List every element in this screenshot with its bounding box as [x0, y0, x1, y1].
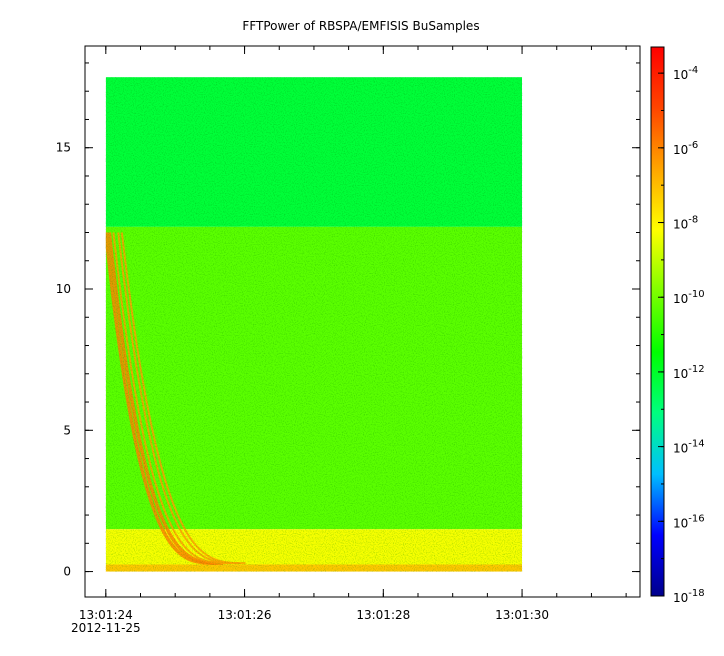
colorbar-tick-label: 10-16: [673, 513, 705, 530]
x-tick-label: 13:01:26: [218, 608, 272, 622]
x-tick-label: 13:01:24: [79, 608, 133, 622]
plot-frame: [84, 45, 641, 598]
colorbar: 10-4 10-6 10-8 10-10 10-12 10-14 10-16 10-18: [650, 46, 705, 605]
x-tick-label: 13:01:30: [495, 608, 549, 622]
colorbar-axis: 10-4 10-6 10-8 10-10 10-12 10-14 10-16 10-18: [658, 65, 705, 605]
colorbar-tick-label: 10-14: [673, 439, 705, 456]
plot-area: [84, 45, 641, 598]
colorbar-tick-label: 10-4: [673, 65, 698, 82]
colorbar-tick-label: 10-12: [673, 364, 705, 381]
colorbar-tick-label: 10-8: [673, 215, 698, 232]
colorbar-tick-label: 10-6: [673, 140, 698, 157]
colorbar-tick-label: 10-18: [673, 588, 705, 605]
colorbar-tick-label: 10-10: [673, 289, 705, 306]
x-tick-label: 13:01:28: [356, 608, 410, 622]
heatmap-noise-texture: [105, 77, 523, 572]
y-tick-label: 0: [63, 565, 71, 579]
y-tick-label: 15: [56, 141, 71, 155]
y-tick-label: 5: [63, 423, 71, 437]
y-tick-label: 10: [56, 282, 71, 296]
chart-title: FFTPower of RBSPA/EMFISIS BuSamples: [242, 19, 479, 33]
y-axis: 0 5 10 15: [56, 62, 640, 579]
x-tick-sublabel: 2012-11-25: [71, 621, 141, 635]
colorbar-bar: [650, 46, 665, 597]
